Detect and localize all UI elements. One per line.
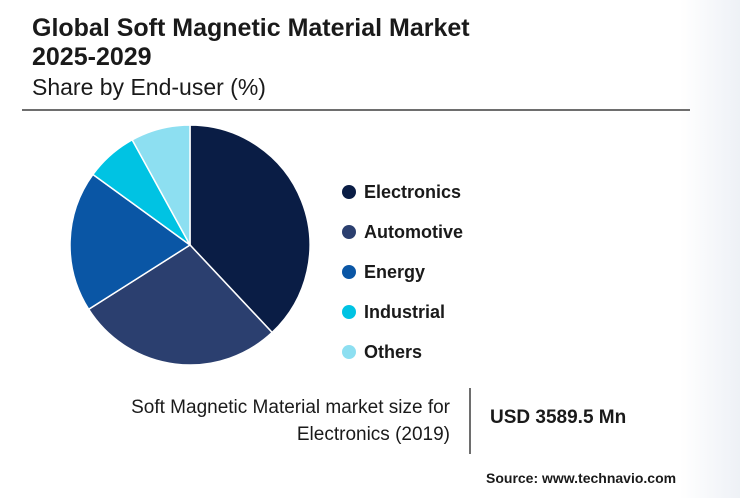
pie-slice-electronics <box>189 124 311 334</box>
legend-swatch-energy <box>342 265 356 279</box>
background-fade <box>680 0 740 498</box>
legend-label-automotive: Automotive <box>364 221 463 242</box>
chart-subtitle: Share by End-user (%) <box>32 74 266 100</box>
chart-title-line-1: Global Soft Magnetic Material Market <box>32 14 470 42</box>
pie-slice-automotive <box>87 244 274 366</box>
callout-divider <box>469 388 471 454</box>
legend-item-electronics: Electronics <box>342 172 492 212</box>
legend-label-others: Others <box>364 341 423 362</box>
pie-slice-others <box>131 124 191 246</box>
callout-description: Soft Magnetic Material market size for E… <box>131 397 450 445</box>
chart-title-line-2: 2025-2029 <box>32 43 152 71</box>
pie-chart <box>69 124 311 366</box>
legend-label-industrial: Industrial <box>364 301 446 322</box>
legend-item-energy: Energy <box>342 252 492 292</box>
pie-slice-energy <box>69 173 192 311</box>
title-divider <box>22 109 690 111</box>
legend-item-others: Others <box>342 332 492 372</box>
chart-header: Global Soft Magnetic Material Market 202… <box>32 14 672 101</box>
legend-item-automotive: Automotive <box>342 212 492 252</box>
chart-legend: Electronics Automotive Energy Industrial Oth… <box>342 172 492 372</box>
legend-label-energy: Energy <box>364 261 426 282</box>
source-credit: Source: www.technavio.com <box>486 470 677 486</box>
legend-swatch-others <box>342 345 356 359</box>
legend-swatch-industrial <box>342 305 356 319</box>
legend-swatch-automotive <box>342 225 356 239</box>
legend-swatch-electronics <box>342 185 356 199</box>
callout-value: USD 3589.5 Mn <box>490 407 627 428</box>
legend-item-industrial: Industrial <box>342 292 492 332</box>
legend-label-electronics: Electronics <box>364 181 462 202</box>
